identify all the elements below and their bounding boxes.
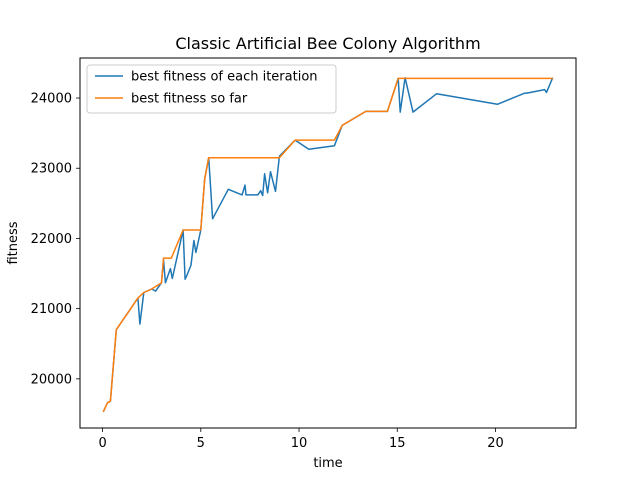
y-tick-label: 23000 — [31, 162, 72, 177]
x-tick-label: 5 — [197, 436, 205, 451]
x-tick-label: 10 — [291, 436, 308, 451]
y-axis: 20000 21000 22000 23000 24000 — [31, 92, 80, 387]
x-axis-label: time — [313, 456, 342, 471]
y-tick-label: 20000 — [31, 372, 72, 387]
x-axis: 0 5 10 15 20 — [98, 428, 504, 451]
x-tick-label: 0 — [98, 436, 106, 451]
legend-label-series-2: best fitness so far — [131, 92, 248, 107]
plot-area — [79, 57, 577, 429]
series-line-2 — [102, 77, 554, 413]
legend-label-series-1: best fitness of each iteration — [131, 70, 318, 85]
y-axis-label: fitness — [6, 221, 21, 264]
y-tick-label: 24000 — [31, 92, 72, 107]
x-tick-label: 20 — [487, 436, 504, 451]
x-tick-label: 15 — [389, 436, 406, 451]
plot-frame — [79, 57, 577, 429]
legend: best fitness of each iteration best fitn… — [86, 64, 337, 114]
y-tick-label: 21000 — [31, 302, 72, 317]
series-layer — [102, 76, 554, 413]
chart-title: Classic Artificial Bee Colony Algorithm — [175, 34, 480, 53]
y-tick-label: 22000 — [31, 232, 72, 247]
legend-box — [86, 64, 337, 114]
